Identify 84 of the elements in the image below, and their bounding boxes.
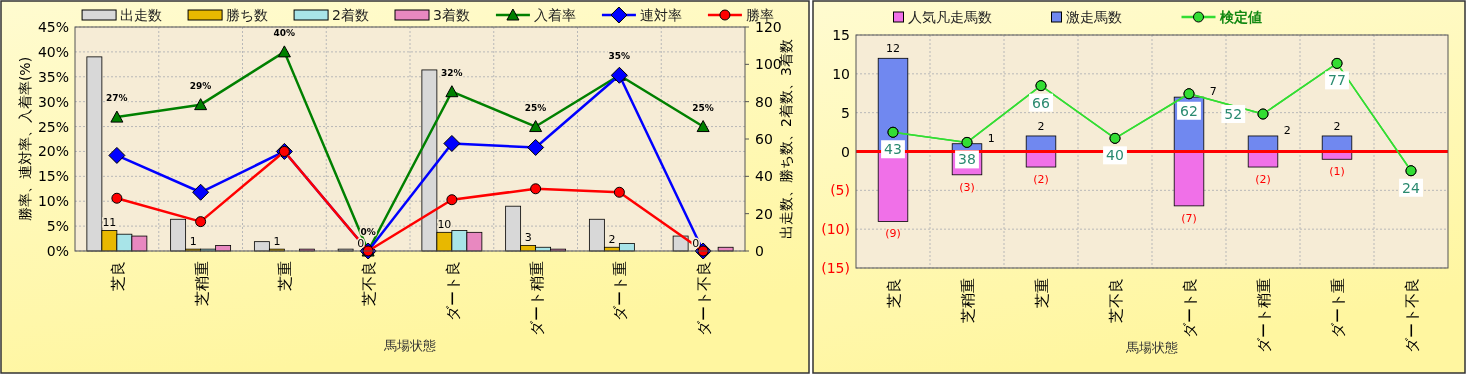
data-label: 38 — [958, 151, 976, 168]
data-label: 43 — [884, 141, 902, 158]
x-tick-label: 芝稍重 — [192, 261, 211, 306]
x-tick-label: 芝良 — [108, 261, 127, 291]
x-tick-label: 芝良 — [885, 278, 903, 308]
legend-label: 激走馬数 — [1065, 9, 1122, 25]
legend-label: 勝ち数 — [226, 7, 269, 23]
data-label: 27% — [106, 93, 128, 104]
y2-tick-label: 20 — [755, 205, 773, 222]
y2-tick-label: 80 — [755, 93, 773, 110]
data-label: 40% — [273, 27, 296, 38]
x-tick-label: 芝重 — [276, 261, 295, 291]
x-tick-label: 芝稍重 — [959, 278, 977, 323]
x-axis-title: 馬場状態 — [1125, 340, 1178, 355]
legend-label: 人気凡走馬数 — [907, 9, 992, 25]
legend-label: 連対率 — [639, 7, 682, 23]
x-axis-title: 馬場状態 — [383, 338, 436, 353]
y-tick-label: (10) — [821, 221, 850, 238]
y-tick-label: 5 — [841, 104, 850, 121]
data-label: (3) — [959, 180, 975, 194]
x-tick-label: ダート不良 — [1403, 278, 1421, 353]
data-label: 10 — [437, 218, 452, 232]
data-label: 11 — [102, 216, 117, 230]
data-label: (9) — [885, 227, 901, 241]
y-tick-label: 30% — [37, 93, 69, 110]
data-label: 29% — [189, 80, 212, 91]
data-label: 66 — [1032, 94, 1050, 111]
data-label: (1) — [1329, 165, 1345, 179]
x-tick-label: ダート稍重 — [527, 261, 546, 336]
y2-tick-label: 40 — [755, 168, 773, 185]
legend-label: 2着数 — [332, 7, 369, 23]
y2-tick-label: 60 — [755, 131, 773, 147]
data-label: 2 — [608, 233, 616, 247]
data-label: 1 — [987, 131, 995, 145]
y-tick-label: 15% — [37, 168, 69, 185]
x-tick-label: 芝不良 — [360, 261, 379, 306]
data-label: 40 — [1106, 147, 1124, 164]
x-tick-label: 芝不良 — [1107, 278, 1125, 323]
y-tick-label: 15 — [832, 27, 850, 43]
x-tick-label: ダート不良 — [695, 261, 714, 336]
y-tick-label: 0% — [46, 243, 69, 259]
data-label: (2) — [1033, 173, 1049, 187]
data-label: 24 — [1402, 179, 1420, 196]
legend-label: 検定値 — [1218, 9, 1262, 25]
data-label: 1 — [189, 235, 197, 249]
x-tick-label: ダート稍重 — [1255, 278, 1273, 353]
y-tick-label: 45% — [37, 19, 69, 35]
y-axis-title: 勝率、連対率、入着率(%) — [17, 56, 33, 222]
data-label: 77 — [1328, 72, 1346, 89]
y-tick-label: 20% — [37, 143, 69, 160]
y-tick-label: 40% — [37, 43, 69, 60]
legend-label: 出走数 — [120, 7, 163, 23]
y2-tick-label: 0 — [755, 243, 764, 259]
data-label: 1 — [273, 235, 281, 249]
data-label: 25% — [524, 102, 547, 113]
data-label: 2 — [1283, 123, 1291, 137]
data-label: 35% — [608, 51, 631, 62]
data-label: 52 — [1224, 106, 1243, 123]
y-tick-label: (5) — [830, 182, 850, 199]
y-tick-label: 10 — [832, 65, 850, 82]
x-tick-label: ダート良 — [1181, 278, 1199, 338]
data-label: 62 — [1180, 102, 1198, 119]
y-tick-label: (15) — [821, 260, 850, 276]
data-label: 2 — [1037, 119, 1045, 133]
data-label: (2) — [1255, 173, 1271, 187]
y-tick-label: 10% — [37, 193, 69, 210]
data-label: 25% — [692, 102, 714, 113]
x-tick-label: 芝重 — [1033, 278, 1051, 308]
y-tick-label: 0 — [841, 143, 850, 160]
data-label: 7 — [1209, 85, 1217, 99]
x-tick-label: ダート良 — [443, 261, 462, 321]
legend-label: 入着率 — [533, 7, 576, 23]
data-label: 12 — [886, 42, 900, 56]
data-label: 32% — [441, 67, 463, 78]
y-tick-label: 25% — [37, 118, 69, 135]
x-tick-label: ダート重 — [611, 261, 630, 321]
x-tick-label: ダート重 — [1329, 278, 1347, 338]
y-tick-label: 35% — [37, 68, 69, 85]
data-label: (7) — [1181, 211, 1197, 225]
data-label: 0% — [360, 227, 376, 237]
legend-label: 3着数 — [433, 7, 470, 23]
y-tick-label: 5% — [46, 218, 69, 235]
data-label: 3 — [524, 231, 532, 245]
data-label: 2 — [1333, 119, 1341, 133]
